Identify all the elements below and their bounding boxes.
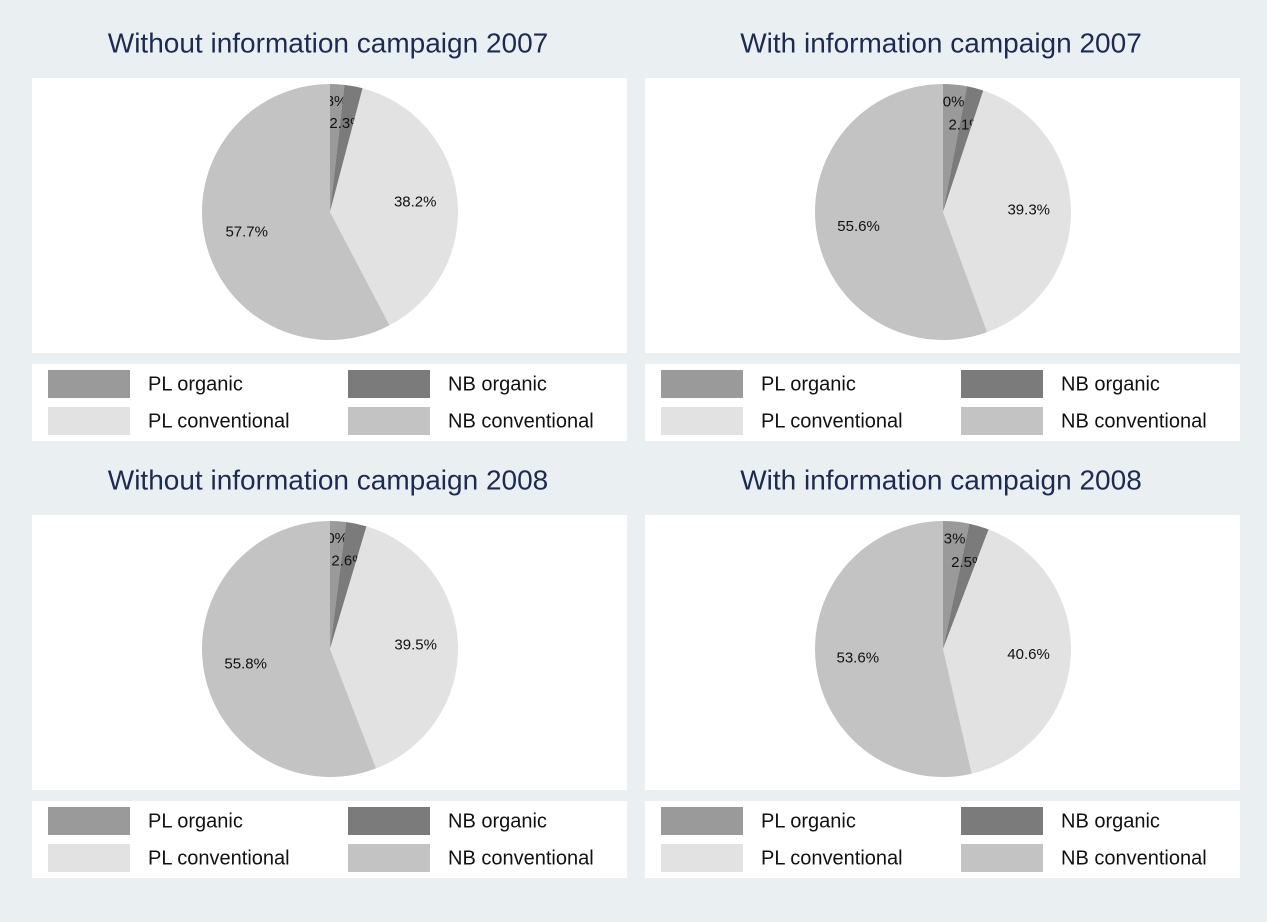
pie-slice xyxy=(330,88,459,326)
value-label: 55.8% xyxy=(224,656,267,673)
value-label: 57.7% xyxy=(225,224,268,241)
pie-slice xyxy=(201,84,390,340)
legend-label: PL organic xyxy=(148,373,243,395)
legend-swatch xyxy=(348,807,430,835)
pie-slice xyxy=(330,526,459,769)
value-label: 55.6% xyxy=(837,218,880,235)
legend-box xyxy=(645,801,1240,878)
pie-slice xyxy=(330,84,363,212)
pie-slice xyxy=(943,521,970,649)
legend-label: NB conventional xyxy=(448,410,594,432)
legend-label: NB organic xyxy=(1061,810,1160,832)
pie-slice xyxy=(943,90,1071,333)
pie-slice xyxy=(330,522,367,649)
pie-slice xyxy=(943,84,967,212)
value-label: 40.6% xyxy=(1007,646,1050,663)
chart-title: Without information campaign 2007 xyxy=(108,27,548,58)
pie-slice xyxy=(815,521,972,777)
value-label: 53.6% xyxy=(837,650,880,667)
pie-slice xyxy=(330,84,345,212)
legend-label: PL organic xyxy=(148,810,243,832)
legend-label: PL conventional xyxy=(761,410,903,432)
legend-swatch xyxy=(661,370,743,398)
legend-swatch xyxy=(661,807,743,835)
legend-label: NB conventional xyxy=(1061,410,1207,432)
legend-label: PL conventional xyxy=(148,410,290,432)
value-label: 39.5% xyxy=(394,637,437,654)
pie-slice xyxy=(330,521,347,649)
pie-slice xyxy=(943,86,984,212)
pie-slice xyxy=(815,84,988,340)
legend-swatch xyxy=(661,844,743,872)
legend-swatch xyxy=(961,807,1043,835)
legend-swatch xyxy=(961,844,1043,872)
legend-swatch xyxy=(661,407,743,435)
legend-label: PL organic xyxy=(761,373,856,395)
legend-box xyxy=(32,364,627,441)
legend-swatch xyxy=(48,844,130,872)
legend-label: NB organic xyxy=(448,373,547,395)
legend-label: PL conventional xyxy=(148,847,290,869)
legend-swatch xyxy=(348,407,430,435)
pie-slice xyxy=(943,529,1071,774)
legend-swatch xyxy=(348,844,430,872)
legend-swatch xyxy=(48,370,130,398)
legend-label: NB organic xyxy=(448,810,547,832)
legend-label: NB organic xyxy=(1061,373,1160,395)
legend-swatch xyxy=(961,370,1043,398)
legend-box xyxy=(32,801,627,878)
legend-label: PL conventional xyxy=(761,847,903,869)
value-label: 39.3% xyxy=(1007,202,1050,219)
chart-title: With information campaign 2008 xyxy=(740,464,1142,495)
legend-label: PL organic xyxy=(761,810,856,832)
chart-title: Without information campaign 2008 xyxy=(108,464,548,495)
legend-swatch xyxy=(48,807,130,835)
legend-label: NB conventional xyxy=(1061,847,1207,869)
pie-slice xyxy=(202,521,377,777)
legend-swatch xyxy=(48,407,130,435)
chart-title: With information campaign 2007 xyxy=(740,27,1142,58)
pie-slice xyxy=(943,523,989,649)
legend-swatch xyxy=(348,370,430,398)
legend-swatch xyxy=(961,407,1043,435)
value-label: 38.2% xyxy=(394,193,437,210)
legend-box xyxy=(645,364,1240,441)
legend-label: NB conventional xyxy=(448,847,594,869)
